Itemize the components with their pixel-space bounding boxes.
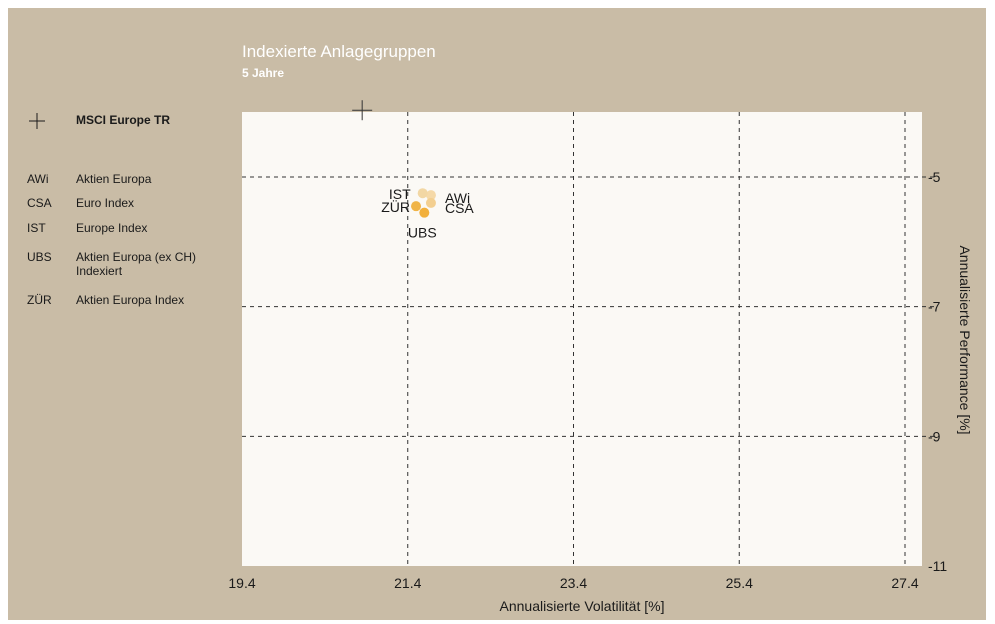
y-tick-label: -9 bbox=[928, 428, 941, 444]
x-tick-label: 23.4 bbox=[560, 575, 587, 591]
legend-name-awi: Aktien Europa bbox=[76, 172, 152, 186]
legend-name-csa: Euro Index bbox=[76, 196, 135, 210]
legend: MSCI Europe TR AWi Aktien Europa CSA Eur… bbox=[0, 0, 240, 624]
y-tick-label: -5 bbox=[928, 169, 941, 185]
data-point-zür bbox=[411, 201, 422, 212]
x-tick-label: 27.4 bbox=[891, 575, 918, 591]
legend-benchmark-cross-icon bbox=[29, 113, 45, 129]
data-point-ubs bbox=[419, 207, 430, 218]
benchmark-cross-marker bbox=[352, 100, 373, 121]
plot-area bbox=[242, 112, 922, 566]
legend-name-ist: Europe Index bbox=[76, 221, 148, 235]
data-point-label: CSA bbox=[445, 200, 474, 216]
chart-subtitle: 5 Jahre bbox=[242, 66, 285, 80]
data-point-awi bbox=[425, 190, 436, 201]
x-tick-label: 21.4 bbox=[394, 575, 421, 591]
data-point-csa bbox=[425, 197, 436, 208]
data-point-label: AWi bbox=[445, 190, 470, 206]
data-point-ist bbox=[417, 188, 428, 199]
legend-code-zur: ZÜR bbox=[27, 293, 52, 307]
legend-code-awi: AWi bbox=[27, 172, 49, 186]
legend-code-ist: IST bbox=[27, 221, 46, 235]
y-tick-label: -11 bbox=[928, 558, 947, 574]
legend-code-ubs: UBS bbox=[27, 250, 52, 264]
x-tick-label: 19.4 bbox=[228, 575, 255, 591]
y-axis-label: Annualisierte Performance [%] bbox=[957, 245, 973, 434]
y-tick-label: -7 bbox=[928, 299, 941, 315]
data-point-label: IST bbox=[389, 186, 411, 202]
x-axis-label: Annualisierte Volatilität [%] bbox=[500, 598, 665, 614]
legend-code-csa: CSA bbox=[27, 196, 52, 210]
data-point-label: UBS bbox=[408, 225, 437, 241]
data-point-label: ZÜR bbox=[381, 198, 410, 215]
legend-benchmark-name: MSCI Europe TR bbox=[76, 113, 171, 127]
x-tick-label: 25.4 bbox=[726, 575, 753, 591]
legend-name-ubs: Aktien Europa (ex CH) Indexiert bbox=[76, 250, 197, 278]
chart-title: Indexierte Anlagegruppen bbox=[242, 42, 436, 61]
legend-name-zur: Aktien Europa Index bbox=[76, 293, 185, 307]
